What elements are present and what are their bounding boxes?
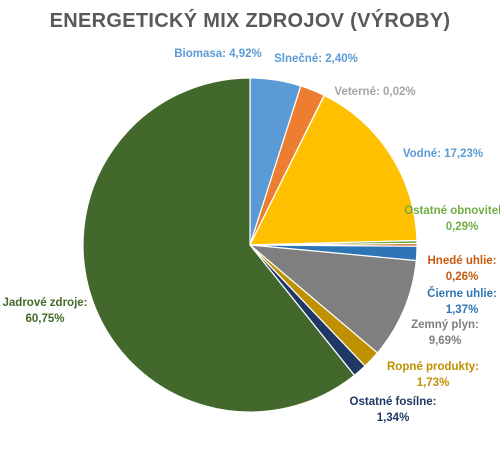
data-label-vodne: Vodné: 17,23% xyxy=(403,148,483,160)
data-label-jadrove-zdroje: Jadrové zdroje: 60,75% xyxy=(3,297,88,325)
data-label-zemny-plyn: Zemný plyn: 9,69% xyxy=(411,319,479,347)
data-label-ostatne-fosilne: Ostatné fosílne: 1,34% xyxy=(350,396,437,424)
data-label-hnede-uhlie: Hnedé uhlie: 0,26% xyxy=(427,255,496,283)
pie-slice-vodne xyxy=(249,94,418,246)
pie-slice-jadrove-zdroje xyxy=(82,77,356,413)
pie-slice-zemny-plyn xyxy=(248,244,417,354)
data-label-veterne: Veterné: 0,02% xyxy=(334,86,415,98)
data-label-ropne-produkty: Ropné produkty: 1,73% xyxy=(387,361,479,389)
data-label-cierne-uhlie: Čierne uhlie: 1,37% xyxy=(427,287,497,316)
data-label-ostatne-obnovitelne: Ostatné obnoviteľné:0,29% xyxy=(404,205,500,233)
chart-title: ENERGETICKÝ MIX ZDROJOV (VÝROBY) xyxy=(49,10,451,32)
data-label-slnecne: Slnečné: 2,40% xyxy=(274,53,358,65)
data-label-biomasa: Biomasa: 4,92% xyxy=(174,48,262,60)
